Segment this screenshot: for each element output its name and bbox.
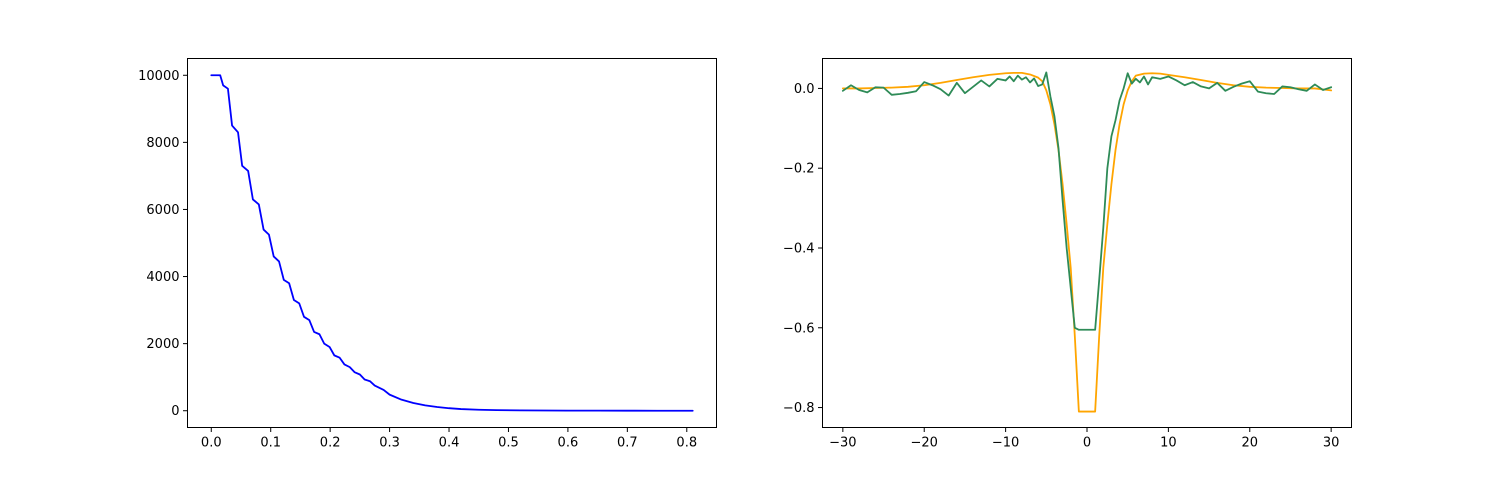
right-plot-xticks: −30 −20 −10 0 10 20 30 [829,427,1340,451]
left-plot-ytick-label: 6000 [146,203,179,218]
left-plot-xtick-label: 0.0 [201,436,222,451]
right-plot-yticks: 0.0 −0.2 −0.4 −0.6 −0.8 [783,82,823,416]
left-plot-series [210,74,694,412]
left-plot-ytick-label: 8000 [146,136,179,151]
right-plot-ytick-label: −0.2 [783,162,815,177]
right-plot: −30 −20 −10 0 10 20 30 0.0 −0.2 −0.4 −0.6 −0.8 [783,58,1352,451]
left-plot-series-line-1 [210,74,694,412]
right-plot-xtick-label: −10 [992,436,1019,451]
left-plot-ytick-label: 4000 [146,270,179,285]
left-plot-xtick-label: 0.8 [676,436,697,451]
left-plot-xtick-label: 0.2 [320,436,341,451]
left-plot-ytick-label: 2000 [146,337,179,352]
right-plot-ytick-label: −0.6 [783,321,815,336]
left-plot-xtick-label: 0.3 [379,436,400,451]
right-plot-xtick-label: 30 [1323,436,1340,451]
left-plot-xtick-label: 0.5 [498,436,519,451]
right-plot-series [841,71,1333,413]
left-plot-ytick-label: 10000 [138,69,179,84]
right-plot-xtick-label: −30 [829,436,856,451]
right-plot-series-line-1 [841,71,1333,413]
right-plot-ytick-label: −0.4 [783,241,815,256]
right-plot-xtick-label: 10 [1160,436,1177,451]
left-plot-xtick-label: 0.6 [558,436,579,451]
left-plot-xticks: 0.0 0.1 0.2 0.3 0.4 0.5 0.6 0.7 0.8 [201,427,697,451]
right-plot-ytick-label: 0.0 [794,82,815,97]
left-plot-xtick-label: 0.1 [260,436,281,451]
left-plot: 0.0 0.1 0.2 0.3 0.4 0.5 0.6 0.7 0.8 0 2000 4000 600… [138,58,717,451]
right-plot-xtick-label: −20 [911,436,938,451]
right-plot-ytick-label: −0.8 [783,401,815,416]
right-plot-frame [822,58,1352,428]
left-plot-ytick-label: 0 [171,404,179,419]
left-plot-xtick-label: 0.4 [439,436,460,451]
left-plot-yticks: 0 2000 4000 6000 8000 10000 [138,69,188,419]
right-plot-series-line-2 [841,71,1333,331]
right-plot-xtick-label: 0 [1083,436,1091,451]
left-plot-xtick-label: 0.7 [617,436,638,451]
left-plot-frame [187,58,717,428]
right-plot-xtick-label: 20 [1241,436,1258,451]
